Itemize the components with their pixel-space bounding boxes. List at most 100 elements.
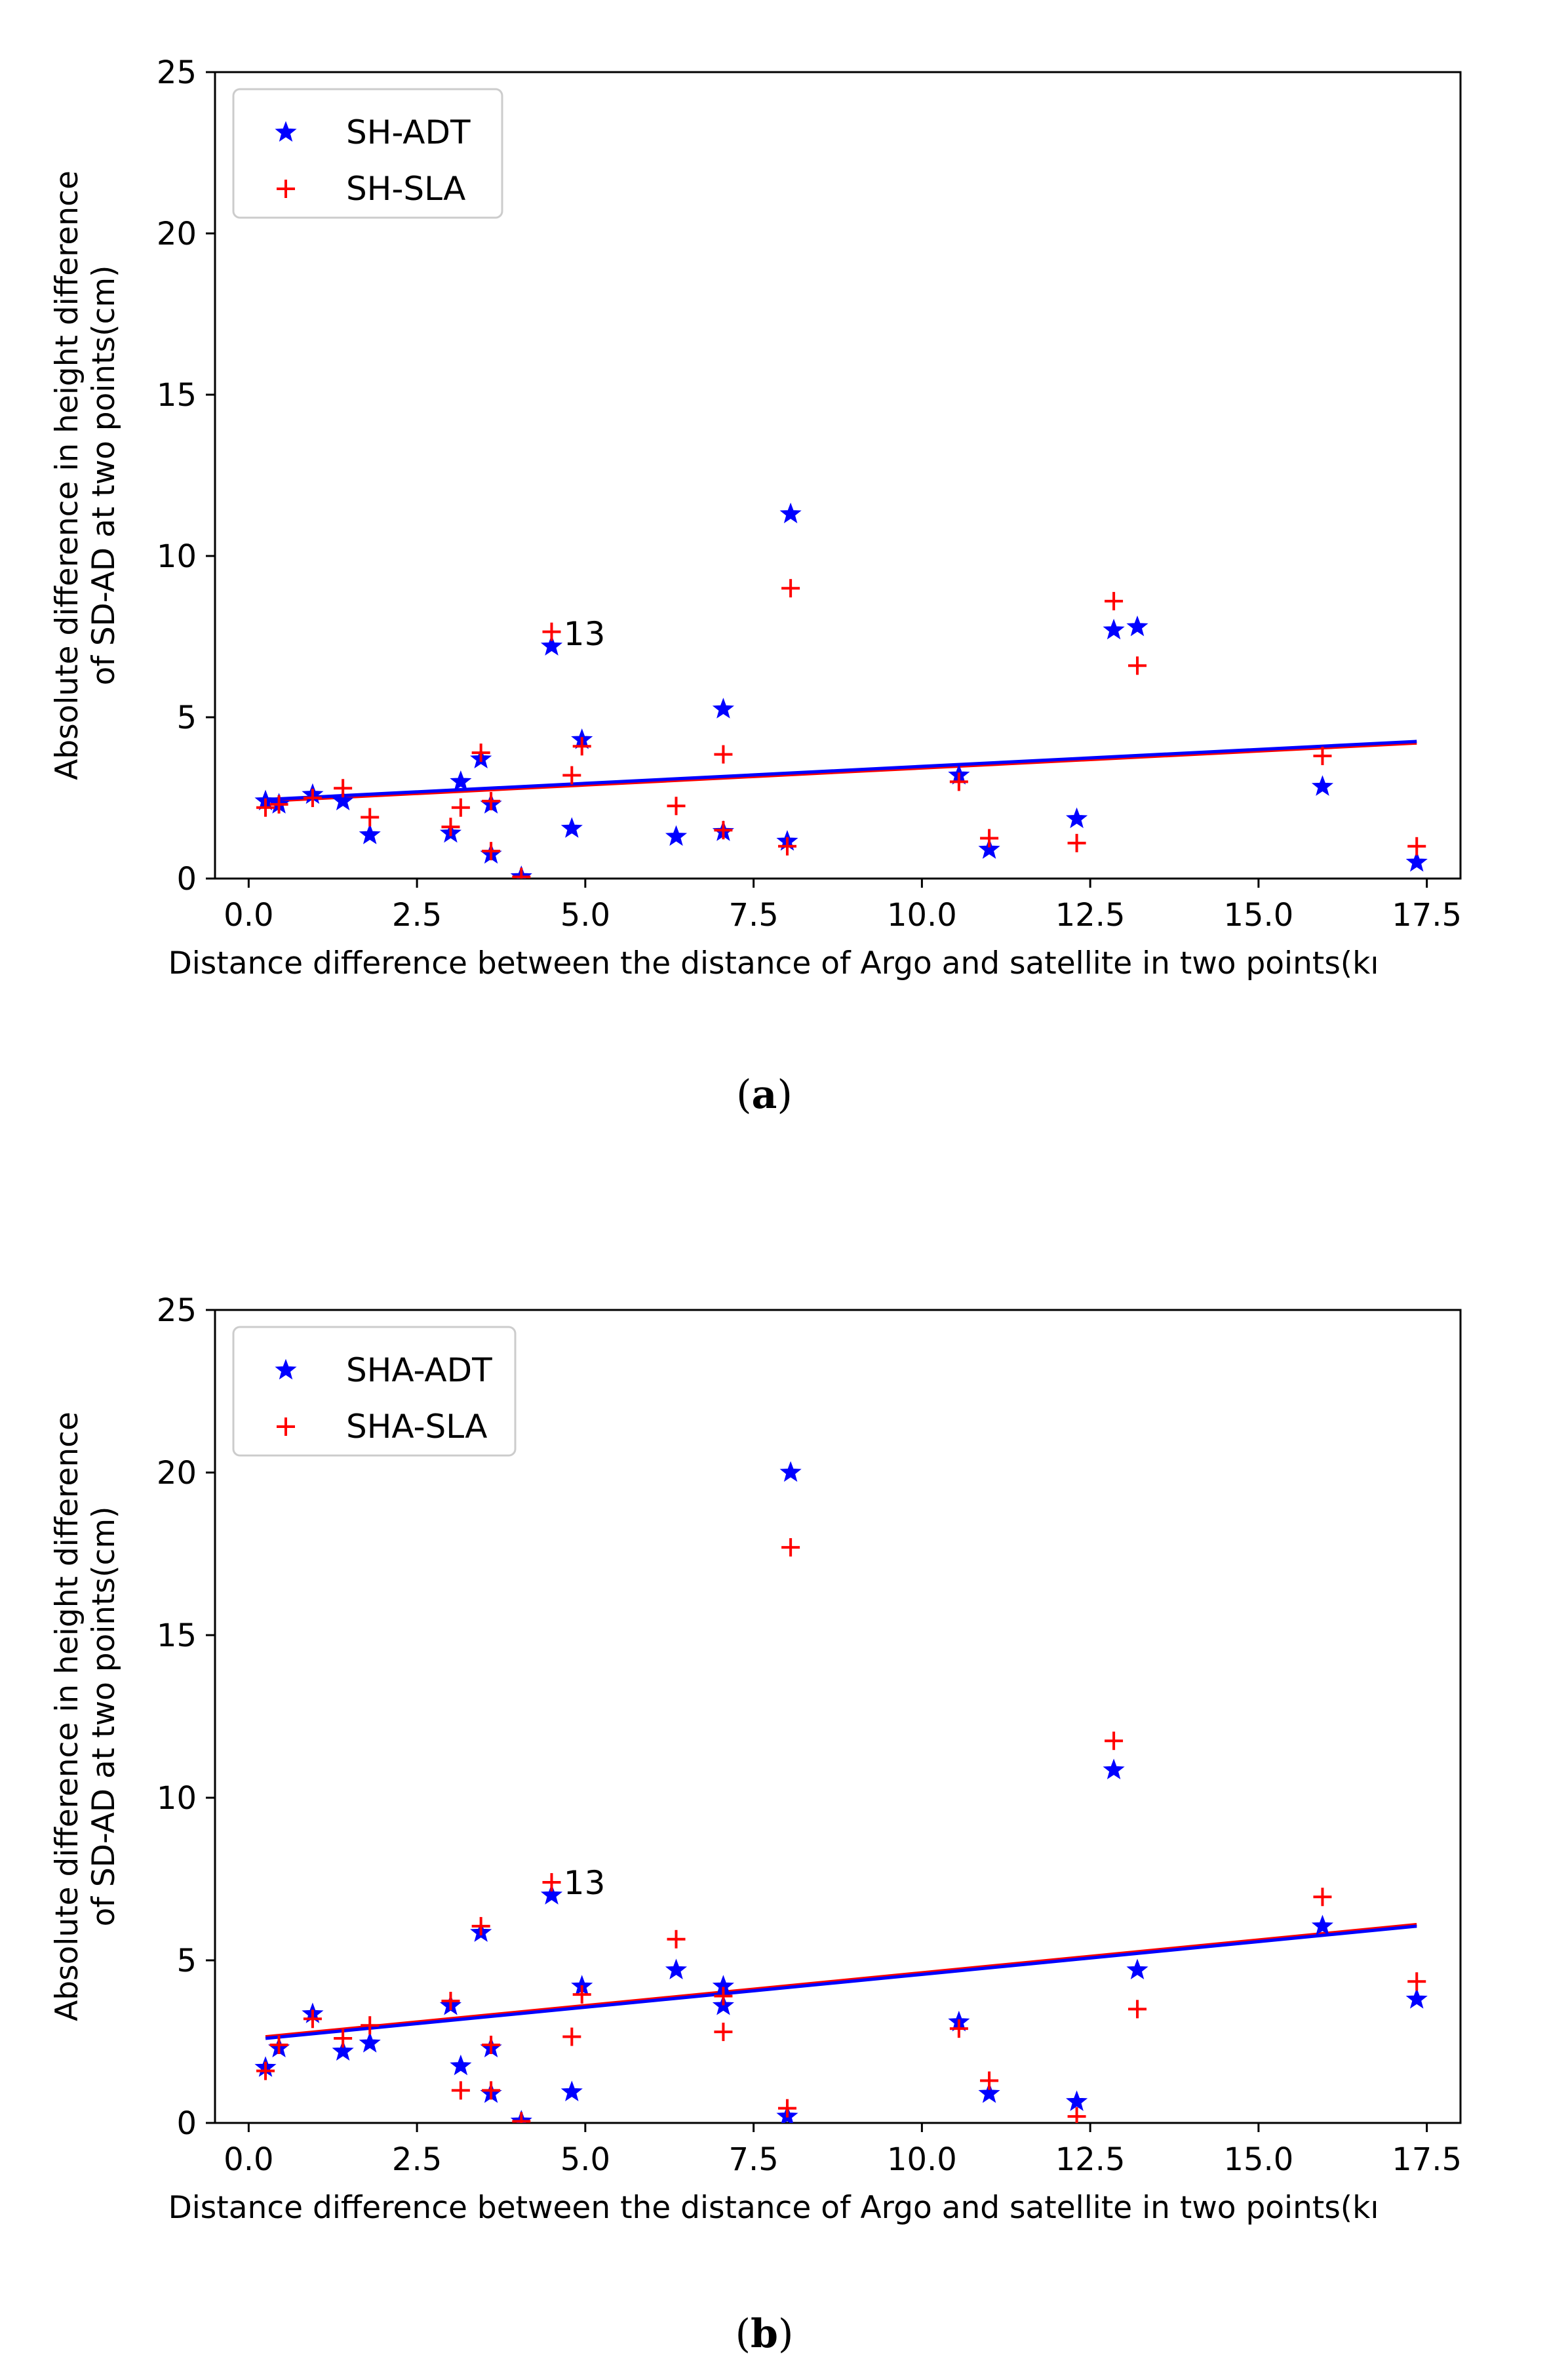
sla-point (334, 779, 353, 798)
sla-point (441, 818, 460, 837)
sla-point (781, 579, 800, 598)
sla-point (777, 837, 796, 856)
adt-point (560, 817, 583, 838)
sla-point (980, 829, 999, 848)
x-tick-label: 5.0 (560, 2141, 610, 2178)
sla-point (714, 821, 733, 840)
legend-label: SH-ADT (346, 113, 471, 151)
x-tick-label: 12.5 (1055, 897, 1126, 934)
y-tick-label: 20 (157, 1455, 197, 1492)
sla-point (269, 795, 288, 814)
sla-point (562, 766, 581, 785)
y-tick-label: 10 (157, 538, 197, 575)
sla-point (1313, 747, 1332, 766)
sla-point (512, 867, 531, 879)
adt-point (1103, 618, 1125, 640)
sla-point (482, 2035, 501, 2054)
y-tick-label: 25 (157, 54, 197, 91)
sla-point (471, 743, 490, 762)
adt-series-a (254, 502, 1428, 879)
adt-point (1126, 1958, 1148, 1979)
legend-adt-marker (275, 121, 297, 142)
y-tick-label: 5 (176, 1943, 197, 1979)
y-axis-label-line2: of SD-AD at two points(cm) (86, 266, 122, 686)
sla-point (542, 622, 561, 641)
adt-series-b (254, 1461, 1428, 2123)
sla-point (667, 1930, 686, 1949)
sla-point (1067, 833, 1086, 852)
x-tick-label: 7.5 (728, 897, 778, 934)
y-tick-label: 10 (157, 1780, 197, 1817)
adt-point (359, 823, 381, 844)
sla-point (512, 2112, 531, 2123)
adt-point (978, 2082, 1000, 2103)
y-tick-label: 0 (176, 2105, 197, 2142)
adt-point (1311, 1914, 1334, 1936)
sla-point (1105, 591, 1124, 610)
x-tick-label: 0.0 (224, 897, 273, 934)
sla-point (482, 791, 501, 810)
sla-point (572, 1985, 591, 2004)
y-tick-label: 20 (157, 216, 197, 252)
sla-point (256, 798, 275, 817)
legend-sla-marker (277, 180, 295, 198)
adt-point (1405, 1988, 1428, 2009)
adt-point (450, 770, 472, 791)
sla-point (334, 2029, 353, 2048)
x-tick-label: 10.0 (887, 897, 957, 934)
figure-caption: (a) (736, 1072, 793, 1118)
adt-point (1103, 1758, 1125, 1779)
legend: SHA-ADT SHA-SLA (232, 1326, 517, 1457)
x-tick-label: 2.5 (392, 897, 442, 934)
x-tick-label: 5.0 (560, 897, 610, 934)
adt-point (1311, 775, 1334, 796)
point-annotation: 13 (564, 1864, 606, 1902)
sla-point (714, 1987, 733, 2006)
sla-point (451, 798, 470, 817)
x-tick-label: 2.5 (392, 2141, 442, 2178)
adt-point (712, 698, 734, 719)
legend: SH-ADT SH-SLA (232, 88, 503, 219)
legend-box (232, 88, 503, 219)
x-tick-label: 7.5 (728, 2141, 778, 2178)
sla-point (542, 1872, 561, 1891)
sla-point (667, 797, 686, 816)
adt-point (1405, 850, 1428, 872)
sla-point (714, 2023, 733, 2042)
sla-point (256, 2061, 275, 2080)
x-tick-label: 10.0 (887, 2141, 957, 2178)
legend-sla-marker (277, 1417, 295, 1436)
adt-point (779, 502, 802, 524)
plot-frame (214, 1309, 1462, 2124)
adt-point (779, 1461, 802, 1482)
sla-point (1067, 2107, 1086, 2123)
sla-point (1407, 1972, 1426, 1991)
sla-point (303, 2010, 322, 2029)
sla-point (361, 2016, 380, 2035)
legend-adt-marker (275, 1358, 297, 1380)
sla-point (269, 2035, 288, 2054)
y-tick-label: 25 (157, 1292, 197, 1329)
x-axis-label: Distance difference between the distance… (168, 945, 1379, 981)
adt-point (540, 635, 563, 656)
sla-point (1128, 2000, 1147, 2019)
x-tick-label: 12.5 (1055, 2141, 1126, 2178)
sla-series-a (256, 579, 1426, 879)
adt-fit-line (265, 1924, 1417, 2040)
adt-point (665, 825, 688, 846)
x-tick-label: 0.0 (224, 2141, 273, 2178)
sla-point (949, 772, 968, 791)
x-axis-label: Distance difference between the distance… (168, 2190, 1379, 2226)
adt-point (332, 789, 354, 811)
sla-point (451, 2081, 470, 2100)
sla-point (980, 2071, 999, 2090)
y-axis-label-line1: Absolute difference in height difference (49, 170, 85, 780)
sla-point (714, 745, 733, 764)
y-tick-label: 15 (157, 1617, 197, 1654)
plot-data (254, 502, 1428, 879)
adt-point (359, 2032, 381, 2053)
adt-point (665, 1958, 688, 1979)
sla-point (471, 1916, 490, 1935)
adt-point (978, 838, 1000, 859)
